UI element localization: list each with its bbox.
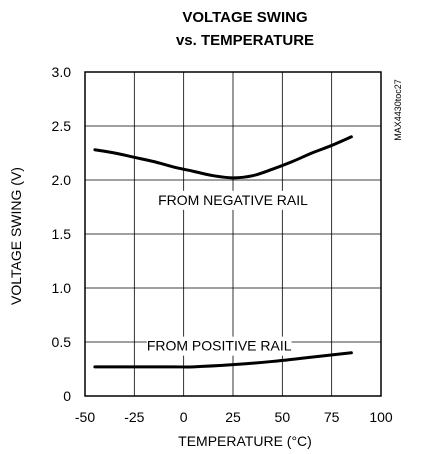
x-tick-label: 75	[324, 409, 340, 425]
chart-title-line-2: vs. TEMPERATURE	[176, 32, 314, 49]
x-tick-label: 100	[369, 409, 393, 425]
y-axis-label: VOLTAGE SWING (V)	[8, 167, 24, 305]
x-tick-label: 25	[225, 409, 241, 425]
series-line-positive-rail	[93, 351, 353, 369]
x-tick-label: 50	[275, 409, 291, 425]
x-tick-label: -25	[124, 409, 144, 425]
x-axis-ticks: -50 -25 0 25 50 75 100	[75, 409, 393, 425]
series-label-background	[146, 336, 292, 356]
series-lines	[93, 135, 353, 369]
chart-title-line-1: VOLTAGE SWING	[182, 9, 307, 26]
series-label-positive-rail: FROM POSITIVE RAIL	[147, 338, 292, 354]
y-axis-ticks: 0 0.5 1.0 1.5 2.0 2.5 3.0	[52, 64, 72, 404]
y-tick-label: 0	[63, 388, 71, 404]
series-label-background	[160, 190, 306, 210]
plot-frame	[84, 71, 382, 397]
y-tick-label: 2.0	[52, 172, 72, 188]
y-tick-label: 3.0	[52, 64, 72, 80]
figure-code: MAX4430toc27	[393, 79, 403, 141]
y-tick-label: 2.5	[52, 118, 72, 134]
series-annotations: FROM NEGATIVE RAIL FROM POSITIVE RAIL	[146, 190, 308, 356]
y-tick-label: 1.0	[52, 280, 72, 296]
y-tick-label: 0.5	[52, 334, 72, 350]
y-tick-label: 1.5	[52, 226, 72, 242]
x-axis-label: TEMPERATURE (°C)	[178, 433, 312, 449]
series-line-negative-rail	[93, 135, 353, 180]
series-label-negative-rail: FROM NEGATIVE RAIL	[158, 192, 308, 208]
x-tick-label: 0	[180, 409, 188, 425]
x-tick-label: -50	[75, 409, 95, 425]
